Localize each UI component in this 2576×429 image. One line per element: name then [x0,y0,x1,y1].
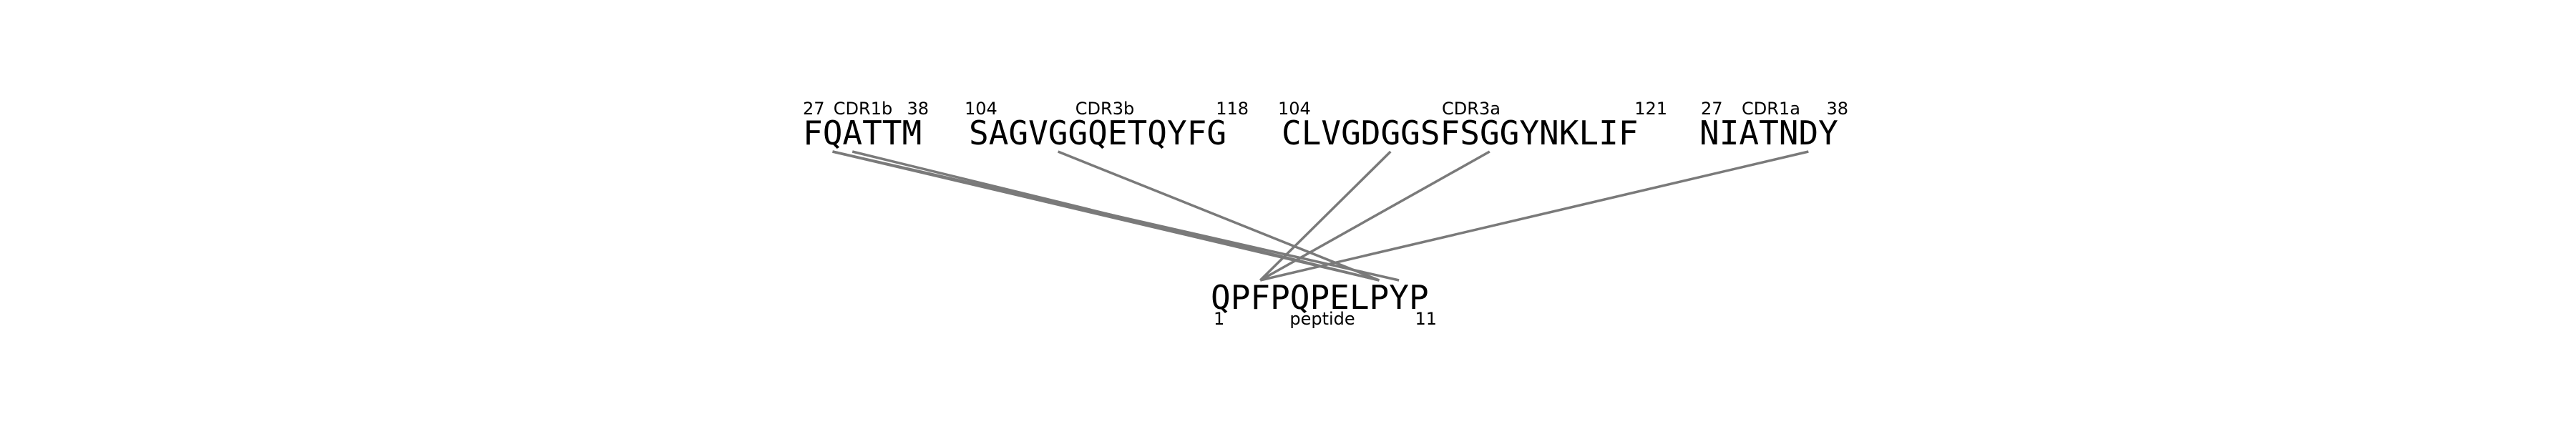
peptide-end-number: 11 [1415,309,1437,329]
cdr3b-name: CDR3b [1075,99,1134,119]
cdr1a-sequence: NIATNDY [1699,114,1838,152]
cdr3b-start-number: 104 [965,99,997,119]
peptide-name: peptide [1289,309,1355,329]
cdr3a-start-number: 104 [1278,99,1311,119]
cdr3b-sequence: SAGVGGQETQYFG [969,114,1226,152]
cdr3a-name: CDR3a [1442,99,1501,119]
segment-cdr1b: 27 CDR1b 38 FQATTM [803,99,929,152]
contact-line-cdr1b-2 [852,150,1380,282]
cdr1b-sequence: FQATTM [803,114,922,152]
contact-lines [832,150,1809,282]
cdr3b-end-number: 118 [1216,99,1249,119]
cdr3a-sequence: CLVGDGGSFSGGYNKLIF [1282,114,1639,152]
cdr1a-name: CDR1a [1742,99,1800,119]
peptide: QPFPQPELPYP 1 peptide 11 [1211,278,1437,329]
contact-line-cdr1a-6 [1259,150,1809,282]
contact-line-cdr3a-4 [1259,150,1392,282]
contact-line-cdr3b-3 [1057,150,1380,282]
contact-line-cdr3a-5 [1259,150,1491,282]
cdr1b-start-number: 27 [803,99,825,119]
cdr3a-end-number: 121 [1634,99,1667,119]
segment-cdr3b: 104 CDR3b 118 SAGVGGQETQYFG [965,99,1249,152]
segment-cdr3a: 104 CDR3a 121 CLVGDGGSFSGGYNKLIF [1278,99,1667,152]
cdr1b-end-number: 38 [907,99,929,119]
peptide-sequence: QPFPQPELPYP [1211,278,1429,317]
cdr1a-start-number: 27 [1701,99,1723,119]
cdr1a-end-number: 38 [1826,99,1848,119]
peptide-start-number: 1 [1214,309,1224,329]
segment-cdr1a: 27 CDR1a 38 NIATNDY [1699,99,1848,152]
cdr1b-name: CDR1b [834,99,892,119]
